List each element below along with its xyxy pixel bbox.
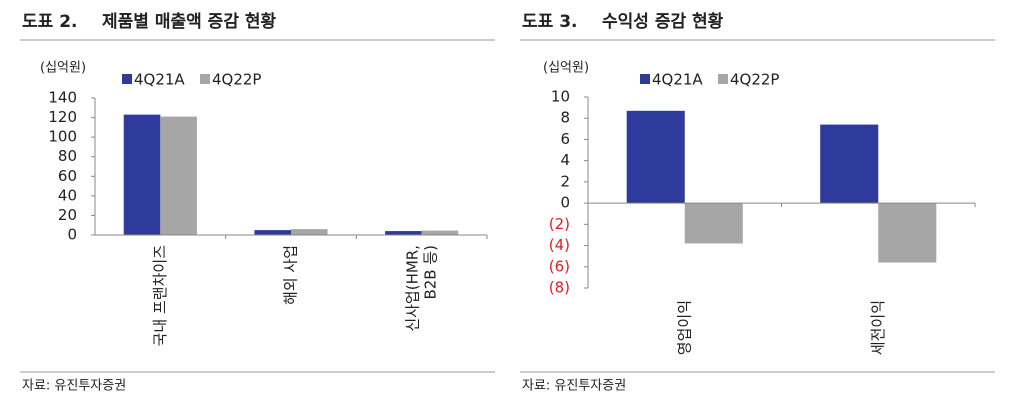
y-tick-label: 100 — [48, 128, 77, 146]
bar — [421, 230, 459, 235]
bar — [254, 230, 291, 235]
chart-label: 도표 3. — [522, 12, 578, 32]
y-tick-label: 0 — [67, 226, 77, 244]
legend-label: 4Q21A — [652, 71, 703, 89]
x-tick-label: 세전이익 — [869, 300, 887, 355]
legend-swatch — [200, 74, 210, 84]
y-tick-label: 40 — [58, 186, 77, 204]
chart-title: 제품별 매출액 증감 현황 — [102, 12, 277, 32]
y-tick-label: 10 — [551, 88, 570, 106]
chart-title: 수익성 증감 현황 — [602, 12, 724, 32]
y-tick-label: 20 — [58, 206, 77, 224]
bar — [820, 124, 879, 204]
y-tick-label: (8) — [549, 279, 570, 297]
x-tick-label: 신사업(HMR,B2B 등) — [403, 245, 439, 332]
source: 자료: 유진투자증권 — [22, 379, 126, 394]
bar — [878, 203, 937, 263]
y-tick-label: (4) — [549, 236, 570, 254]
y-tick-label: 6 — [560, 130, 570, 148]
y-tick-label: 4 — [560, 151, 570, 169]
unit: (십억원) — [543, 61, 589, 76]
y-tick-label: 2 — [560, 172, 570, 190]
bar — [385, 231, 422, 235]
legend-label: 4Q22P — [212, 71, 261, 89]
y-tick-label: 140 — [48, 89, 77, 107]
legend-label: 4Q22P — [730, 71, 779, 89]
bar — [291, 229, 328, 235]
legend-swatch — [718, 74, 728, 84]
chart-label: 도표 2. — [22, 12, 78, 32]
y-tick-label: 80 — [58, 147, 77, 165]
y-tick-label: 0 — [560, 194, 570, 212]
source: 자료: 유진투자증권 — [522, 379, 626, 394]
y-tick-label: (6) — [549, 257, 570, 275]
x-tick-label: 영업이익 — [675, 300, 693, 355]
y-tick-label: (2) — [549, 215, 570, 233]
legend-swatch — [122, 74, 132, 84]
x-tick-label: 해외 사업 — [282, 245, 300, 305]
bar — [160, 116, 197, 235]
x-tick-label: 국내 프랜차이즈 — [151, 245, 169, 347]
unit: (십억원) — [40, 61, 86, 76]
y-tick-label: 120 — [48, 108, 77, 126]
bar — [123, 114, 161, 235]
y-tick-label: 8 — [560, 109, 570, 127]
legend-label: 4Q21A — [134, 71, 185, 89]
legend-swatch — [640, 74, 650, 84]
y-tick-label: 60 — [58, 167, 77, 185]
bar — [626, 110, 685, 204]
bar — [684, 203, 743, 244]
